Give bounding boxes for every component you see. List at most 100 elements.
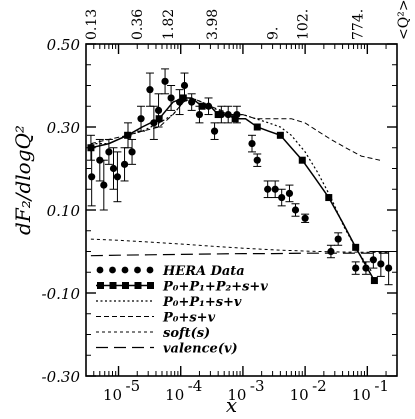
lines-layer — [90, 97, 389, 281]
series-line — [90, 238, 389, 253]
x-tick-exponent: -3 — [250, 377, 265, 395]
data-marker — [224, 110, 232, 119]
data-point — [187, 93, 196, 111]
data-point — [326, 244, 335, 259]
data-marker — [264, 185, 272, 193]
data-point — [285, 184, 294, 203]
y-tick-label: 0.10 — [47, 202, 81, 220]
legend-marker — [134, 282, 142, 289]
legend-entry: valence(v) — [96, 342, 238, 357]
series-marker — [370, 277, 378, 285]
x-tick-label: 10 -3 — [227, 377, 264, 404]
y-tick-label: -0.30 — [42, 368, 81, 386]
data-point — [99, 159, 108, 211]
data-point — [301, 213, 310, 223]
y-tick-label: 0.50 — [47, 36, 81, 54]
data-marker — [113, 173, 122, 181]
data-marker — [105, 148, 113, 156]
data-point — [161, 68, 170, 95]
data-point — [351, 261, 360, 275]
top-axis-label: 102. — [295, 9, 311, 40]
data-marker — [278, 193, 286, 202]
series-marker — [253, 123, 261, 131]
data-marker — [204, 102, 213, 110]
series-marker — [198, 102, 206, 110]
data-marker — [271, 185, 279, 193]
data-point — [376, 251, 385, 277]
data-point — [384, 251, 393, 286]
x-tick-base: 10 — [103, 386, 122, 404]
x-axis-title: x — [226, 393, 237, 417]
x-tick-label: 10 -4 — [165, 377, 202, 404]
top-axis-title: <Q²> — [396, 0, 412, 40]
data-point — [277, 188, 286, 207]
data-marker — [195, 110, 204, 119]
data-marker — [88, 173, 96, 181]
x-tick-label: 10 -5 — [103, 377, 140, 404]
data-marker — [188, 98, 196, 106]
data-point — [263, 180, 272, 199]
plot-frame — [85, 43, 398, 377]
legend-entry: P₀+P₁+P₂+s+v — [96, 280, 268, 295]
data-marker — [248, 140, 256, 148]
data-point — [137, 105, 146, 132]
top-axis-label: 9. — [266, 27, 282, 40]
data-marker — [362, 264, 370, 272]
data-point — [291, 203, 300, 217]
legend-marker — [147, 282, 154, 289]
x-tick-exponent: -1 — [374, 377, 389, 395]
data-point — [361, 261, 370, 275]
series-marker — [179, 94, 187, 102]
data-marker — [334, 235, 342, 243]
data-point — [204, 97, 213, 116]
data-point — [145, 72, 154, 107]
legend-entry: P₀+s+v — [96, 311, 216, 326]
data-point — [95, 138, 104, 182]
y-tick-label: 0.30 — [47, 119, 81, 137]
x-tick-base: 10 — [227, 386, 246, 404]
data-marker — [137, 115, 145, 123]
data-marker — [385, 264, 393, 272]
data-point — [334, 232, 343, 246]
x-tick-exponent: -4 — [188, 377, 203, 395]
data-point — [113, 151, 122, 203]
data-point — [167, 85, 176, 111]
series-marker — [214, 111, 222, 119]
top-axis-label: 0.36 — [130, 9, 146, 40]
data-marker — [352, 264, 360, 272]
x-tick-base: 10 — [352, 386, 371, 404]
series-line — [90, 97, 373, 273]
series-marker — [325, 194, 333, 202]
legend-label: valence(v) — [163, 342, 238, 357]
data-point — [120, 147, 129, 182]
legend-marker — [134, 266, 141, 274]
series-line — [90, 252, 389, 257]
x-tick-label: 10 -1 — [352, 377, 389, 404]
top-axis-label: 1.82 — [161, 9, 177, 40]
data-point — [369, 251, 378, 269]
series-marker — [298, 156, 306, 164]
data-point — [271, 180, 280, 199]
data-marker — [128, 148, 136, 156]
data-point — [109, 147, 118, 190]
data-marker — [146, 86, 154, 94]
y-axis-title: dF₂/dlogQ² — [11, 125, 35, 235]
data-marker — [161, 77, 169, 85]
legend-label: P₀+P₁+P₂+s+v — [162, 280, 268, 295]
data-point — [128, 138, 137, 165]
data-marker — [291, 206, 300, 214]
data-point — [248, 134, 257, 153]
data-marker — [180, 81, 189, 90]
legend-entry: soft(s) — [96, 326, 210, 341]
series-marker — [155, 115, 163, 123]
series-marker — [124, 131, 132, 139]
legend-marker — [96, 266, 104, 274]
legend-label: HERA Data — [162, 264, 245, 279]
top-axis-label: 3.98 — [205, 9, 221, 40]
data-marker — [96, 156, 104, 164]
series-marker — [87, 144, 95, 152]
data-point — [210, 122, 219, 140]
data-marker — [100, 181, 108, 189]
